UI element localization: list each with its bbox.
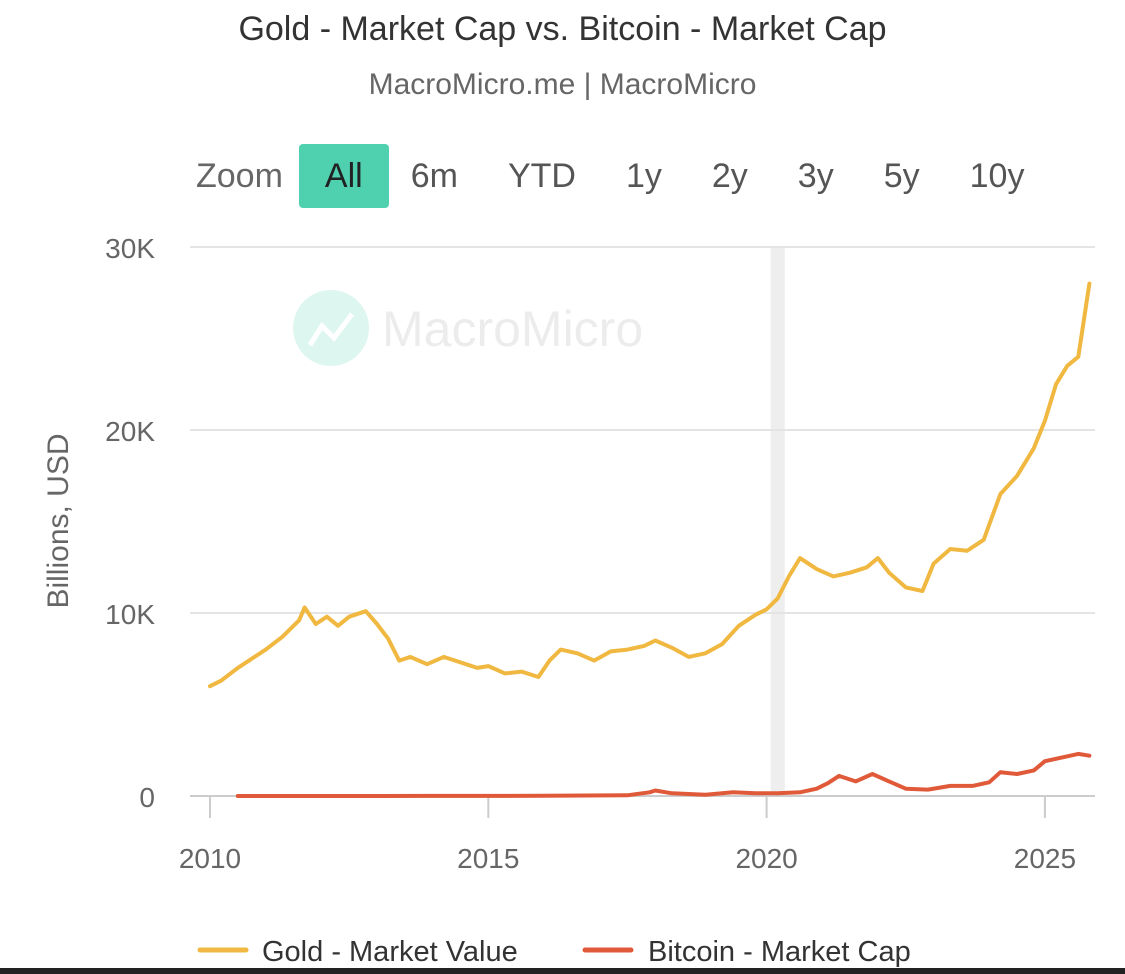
zoom-10y-button[interactable]: 10y bbox=[969, 157, 1025, 195]
zoom-5y-button[interactable]: 5y bbox=[883, 157, 920, 195]
y-tick-label: 0 bbox=[139, 782, 155, 813]
zoom-1y-button[interactable]: 1y bbox=[625, 157, 662, 195]
y-tick-label: 10K bbox=[105, 599, 155, 630]
zoom-bar: Zoom All 6m YTD 1y 2y 3y 5y 10y bbox=[196, 144, 1056, 208]
series-line-gold bbox=[208, 281, 1092, 689]
y-axis-label: Billions, USD bbox=[42, 433, 75, 608]
watermark-zigzag bbox=[307, 312, 354, 347]
legend-label-bitcoin[interactable]: Bitcoin - Market Cap bbox=[648, 936, 911, 968]
x-tick-label: 2010 bbox=[179, 843, 241, 874]
x-tick-label: 2025 bbox=[1014, 843, 1076, 874]
x-tick-label: 2015 bbox=[457, 843, 519, 874]
bottom-rule bbox=[0, 968, 1125, 974]
x-tick-label: 2020 bbox=[735, 843, 797, 874]
watermark-logo-icon bbox=[293, 290, 369, 366]
zoom-label: Zoom bbox=[196, 156, 283, 195]
zoom-ytd-button[interactable]: YTD bbox=[507, 157, 576, 195]
y-tick-label: 20K bbox=[105, 416, 155, 447]
chart-subtitle: MacroMicro.me | MacroMicro bbox=[368, 68, 757, 101]
watermark: MacroMicro bbox=[293, 290, 643, 366]
legend-label-gold[interactable]: Gold - Market Value bbox=[262, 936, 518, 968]
y-tick-label: 30K bbox=[105, 233, 155, 264]
zoom-6m-button[interactable]: 6m bbox=[410, 157, 458, 195]
watermark-text: MacroMicro bbox=[382, 301, 643, 357]
chart-canvas: 0 10K 20K 30K 2010 2015 2020 2025 Billions, USD M… bbox=[42, 233, 1095, 968]
zoom-2y-button[interactable]: 2y bbox=[711, 157, 748, 195]
series-line-bitcoin bbox=[235, 751, 1092, 798]
highlight-band bbox=[770, 247, 785, 796]
zoom-all-button[interactable]: All bbox=[298, 144, 389, 208]
chart-title: Gold - Market Cap vs. Bitcoin - Market C… bbox=[238, 10, 887, 48]
zoom-3y-button[interactable]: 3y bbox=[797, 157, 834, 195]
